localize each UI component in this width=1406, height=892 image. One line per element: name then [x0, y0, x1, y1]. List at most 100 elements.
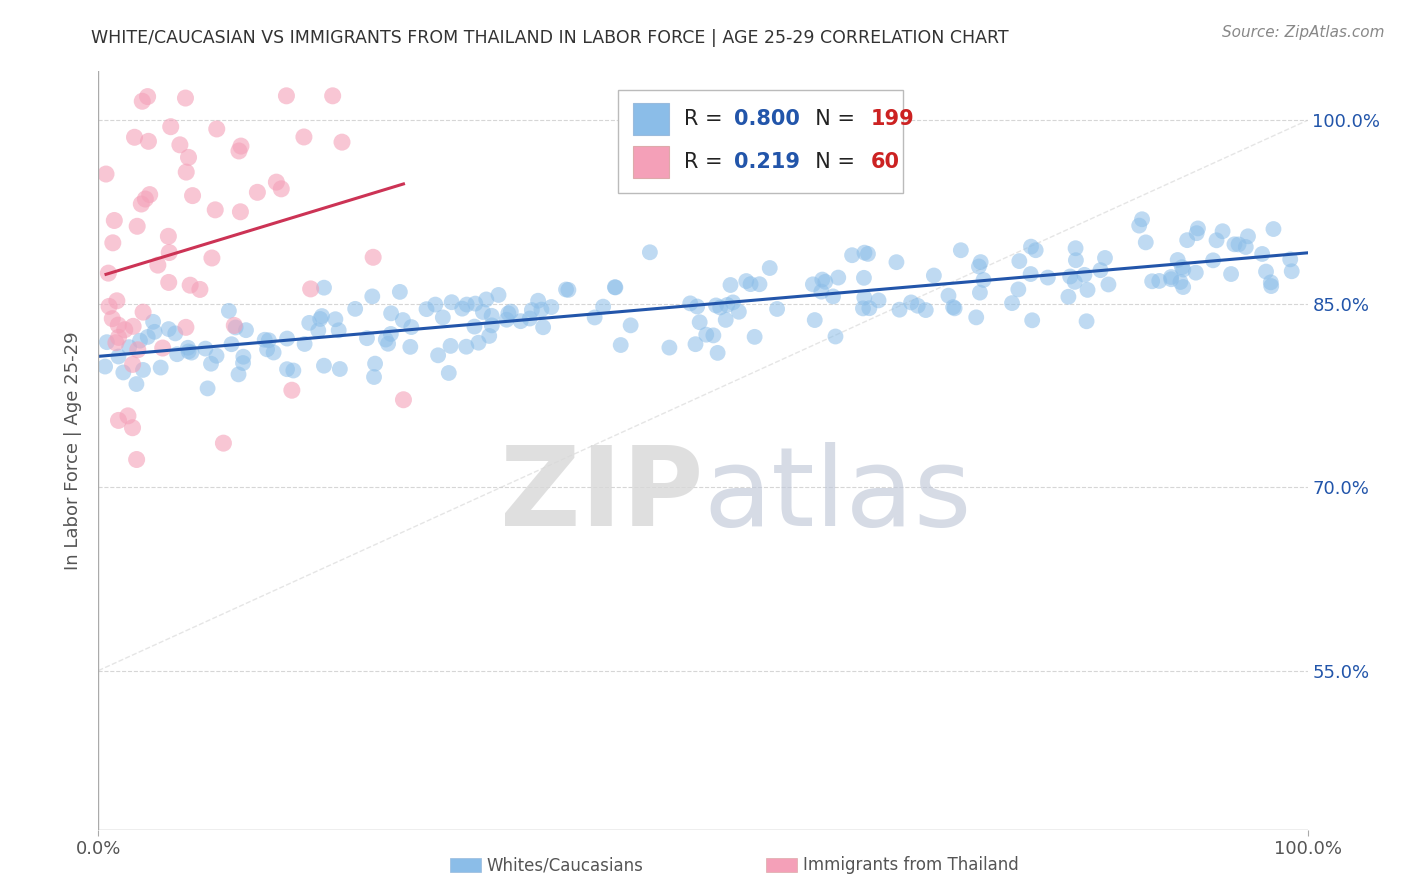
Point [527, 293, 550, 308]
Point [495, 312, 517, 326]
Point [1073, 268, 1095, 282]
Point [530, 302, 553, 317]
Point [886, 255, 908, 269]
Point [943, 301, 966, 316]
Point [475, 293, 498, 307]
Text: 60: 60 [872, 153, 900, 172]
Point [456, 297, 478, 311]
Point [114, 323, 136, 337]
Point [388, 285, 411, 299]
Point [121, 358, 143, 372]
Point [440, 295, 463, 310]
Point [134, 192, 156, 206]
Point [392, 392, 415, 407]
Point [1019, 267, 1042, 281]
Point [824, 329, 846, 343]
Point [1202, 253, 1225, 268]
Point [283, 363, 305, 377]
Text: N =: N = [803, 153, 862, 172]
Point [949, 244, 972, 258]
Point [118, 340, 141, 354]
Point [107, 350, 129, 364]
Point [1036, 270, 1059, 285]
Point [121, 421, 143, 435]
Point [853, 245, 876, 260]
Point [177, 341, 200, 355]
Point [97, 266, 120, 280]
Point [1254, 264, 1277, 278]
Point [132, 363, 155, 377]
Point [129, 334, 152, 348]
Point [117, 409, 139, 423]
Point [938, 288, 960, 302]
Point [1064, 241, 1087, 255]
Point [583, 310, 606, 325]
Point [107, 318, 129, 332]
Point [205, 122, 228, 136]
Point [298, 316, 321, 330]
Point [225, 320, 247, 334]
Point [821, 289, 844, 303]
Point [330, 135, 353, 149]
Point [401, 320, 423, 334]
Point [557, 283, 579, 297]
Point [307, 323, 329, 337]
Point [620, 318, 643, 333]
Point [827, 270, 849, 285]
Point [374, 333, 396, 347]
Point [1021, 313, 1043, 327]
Point [361, 250, 384, 264]
Point [142, 315, 165, 329]
Point [292, 130, 315, 145]
Point [325, 312, 347, 326]
Point [107, 330, 129, 344]
Point [1234, 240, 1257, 254]
Point [1167, 252, 1189, 267]
Text: atlas: atlas [703, 442, 972, 549]
Point [1097, 277, 1119, 292]
Point [149, 360, 172, 375]
Point [1187, 221, 1209, 235]
Point [603, 280, 626, 294]
Point [1063, 275, 1085, 289]
Point [229, 204, 252, 219]
Point [841, 248, 863, 262]
Point [1128, 219, 1150, 233]
Point [471, 305, 494, 319]
Point [232, 356, 254, 370]
Point [1160, 270, 1182, 285]
Point [392, 313, 415, 327]
Point [157, 229, 180, 244]
Point [709, 301, 731, 315]
Point [1279, 252, 1302, 267]
Point [638, 245, 661, 260]
Point [1173, 262, 1195, 277]
Point [686, 300, 709, 314]
Point [1171, 260, 1194, 275]
Point [914, 303, 936, 318]
Text: R =: R = [683, 109, 728, 129]
Point [263, 345, 285, 359]
Point [481, 309, 503, 323]
Point [125, 452, 148, 467]
Point [107, 413, 129, 427]
Point [439, 339, 461, 353]
Point [309, 312, 332, 326]
FancyBboxPatch shape [633, 103, 669, 135]
Point [361, 289, 384, 303]
Point [124, 130, 146, 145]
Point [967, 260, 990, 274]
Point [1175, 233, 1198, 247]
Point [127, 343, 149, 357]
Point [1173, 280, 1195, 294]
Point [969, 285, 991, 300]
Point [973, 273, 995, 287]
Point [679, 296, 702, 310]
Point [101, 311, 124, 326]
Point [1263, 222, 1285, 236]
Point [174, 91, 197, 105]
Point [101, 235, 124, 250]
Point [328, 323, 350, 337]
Text: 199: 199 [872, 109, 915, 129]
Point [969, 255, 991, 269]
